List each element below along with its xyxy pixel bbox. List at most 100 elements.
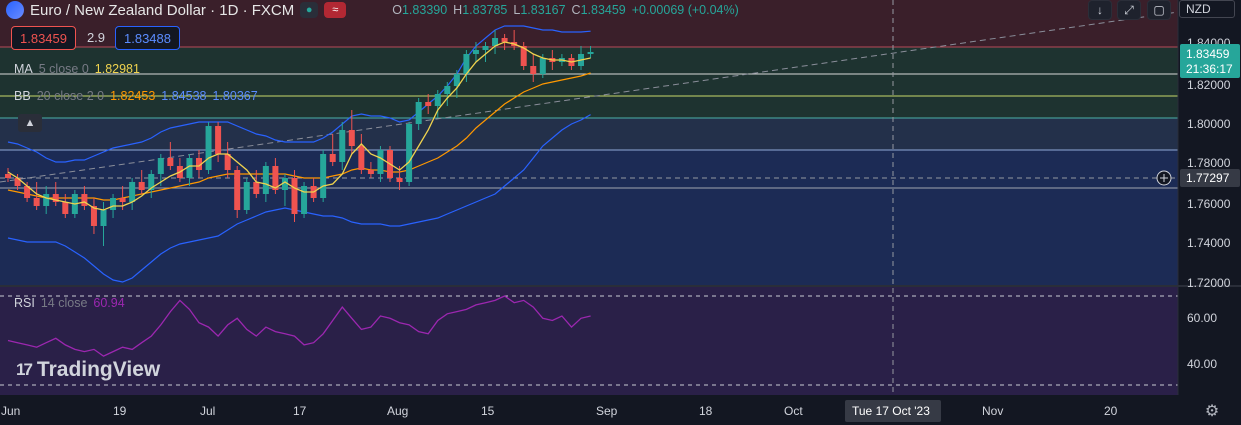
- currency-flag-icon: [6, 1, 24, 19]
- candle-body: [472, 50, 479, 54]
- price-tick: 1.80000: [1187, 117, 1231, 131]
- candle-body: [501, 38, 508, 42]
- candle-body: [24, 186, 31, 198]
- candle-body: [52, 194, 59, 202]
- candle-body: [367, 170, 374, 174]
- candle-body: [129, 182, 136, 202]
- candles: [5, 30, 594, 246]
- zone-navy: [0, 150, 1178, 286]
- bollinger-bands: [7, 25, 591, 283]
- cursor-time-value: Tue 17 Oct '23: [852, 404, 930, 418]
- sell-button[interactable]: 1.83459: [11, 26, 76, 50]
- symbol-title[interactable]: Euro / New Zealand Dollar · 1D · FXCM: [30, 1, 295, 19]
- bb-upper-line: [7, 25, 591, 163]
- zone-slate: [0, 118, 1178, 150]
- candle-body: [444, 86, 451, 94]
- candle-body: [587, 52, 594, 54]
- candle-body: [262, 166, 269, 194]
- candle-body: [148, 174, 155, 190]
- ohlc-change: +0.00069 (+0.04%): [631, 3, 739, 17]
- candle-body: [281, 178, 288, 190]
- candle-body: [291, 178, 298, 214]
- status-dot-icon[interactable]: ●: [300, 2, 319, 18]
- candle-body: [62, 202, 69, 214]
- bb-upper-value: 1.84538: [161, 89, 207, 103]
- countdown: 21:36:17: [1186, 62, 1233, 76]
- time-tick: Jun: [1, 404, 20, 418]
- rsi-legend[interactable]: RSI 14 close 60.94: [14, 296, 125, 310]
- rsi-value: 60.94: [93, 296, 125, 310]
- candle-body: [224, 154, 231, 170]
- ohlc-open: 1.83390: [401, 3, 448, 17]
- zone-green: [0, 47, 1178, 118]
- buy-button[interactable]: 1.83488: [115, 26, 180, 50]
- candle-body: [100, 210, 107, 226]
- collapse-legend-button[interactable]: ▲: [18, 114, 42, 132]
- candle-body: [482, 46, 489, 50]
- candle-body: [520, 46, 527, 66]
- time-tick: 20: [1104, 404, 1118, 418]
- candle-body: [186, 158, 193, 178]
- candle-body: [415, 102, 422, 124]
- time-tick: 19: [113, 404, 127, 418]
- candle-body: [196, 158, 202, 170]
- rsi-line: [7, 295, 591, 357]
- time-axis[interactable]: Jun 19 Jul 17 Aug 15 Sep 18 Oct Nov 20 T…: [1, 400, 1118, 422]
- candle-body: [453, 74, 460, 86]
- price-tick: 1.74000: [1187, 236, 1231, 250]
- price-tick: 1.72000: [1187, 276, 1231, 290]
- candle-body: [377, 150, 384, 174]
- cursor-price-label: [1180, 169, 1240, 187]
- time-tick: Aug: [387, 404, 408, 418]
- candle-body: [110, 198, 117, 210]
- time-tick: Sep: [596, 404, 618, 418]
- ohlc-high: 1.83785: [462, 3, 508, 17]
- candle-body: [320, 154, 327, 198]
- candle-body: [329, 154, 336, 162]
- rsi-tick: 60.00: [1187, 311, 1217, 325]
- time-tick: Jul: [200, 404, 215, 418]
- current-price-value: 1.83459: [1186, 47, 1230, 61]
- crosshair-add-icon[interactable]: [1156, 170, 1172, 186]
- bb-basis-value: 1.82453: [110, 89, 156, 103]
- candle-body: [492, 38, 499, 46]
- window-icon[interactable]: ▢: [1147, 0, 1171, 20]
- market-status-icon[interactable]: ≈: [324, 2, 347, 18]
- candle-body: [253, 182, 260, 194]
- cursor-time-label: [845, 400, 941, 422]
- zone-red: [0, 0, 1178, 47]
- current-price-label: [1180, 44, 1240, 78]
- expand-icon[interactable]: ⤢: [1117, 0, 1141, 20]
- bb-lower-value: 1.80367: [212, 89, 258, 103]
- logo-text: TradingView: [36, 358, 161, 381]
- ohlc-values: O1.83390 H1.83785 L1.83167 C1.83459 +0.0…: [392, 3, 739, 17]
- candle-body: [358, 146, 365, 170]
- price-tick: 1.76000: [1187, 197, 1231, 211]
- gear-icon[interactable]: ⚙: [1204, 403, 1220, 420]
- moving-average: [7, 41, 591, 211]
- candle-body: [14, 178, 21, 186]
- candle-body: [348, 130, 355, 146]
- time-tick: Nov: [982, 404, 1003, 418]
- time-axis-bg: [0, 395, 1241, 425]
- cursor-price-value: 1.77297: [1186, 171, 1230, 185]
- arrow-down-icon[interactable]: ↓: [1088, 0, 1112, 20]
- trend-line: [0, 11, 1179, 183]
- candle-body: [5, 174, 11, 178]
- time-tick: 17: [293, 404, 307, 418]
- candle-body: [205, 126, 212, 170]
- candle-body: [119, 198, 126, 202]
- candle-body: [463, 54, 470, 74]
- price-axis[interactable]: 1.84000 1.82000 1.80000 1.78000 1.76000 …: [1180, 36, 1240, 371]
- time-tick: 18: [699, 404, 713, 418]
- candle-body: [243, 182, 250, 210]
- time-tick: Oct: [784, 404, 803, 418]
- rsi-tick: 40.00: [1187, 357, 1217, 371]
- bb-legend[interactable]: BB 20 close 2 0 1.82453 1.84538 1.80367: [14, 89, 258, 103]
- currency-selector[interactable]: NZD: [1179, 0, 1235, 18]
- symbol-header: Euro / New Zealand Dollar · 1D · FXCM ● …: [6, 0, 739, 20]
- horizontal-levels: [0, 0, 1241, 395]
- candle-body: [81, 194, 88, 206]
- ma-legend[interactable]: MA 5 close 0 1.82981: [14, 62, 140, 76]
